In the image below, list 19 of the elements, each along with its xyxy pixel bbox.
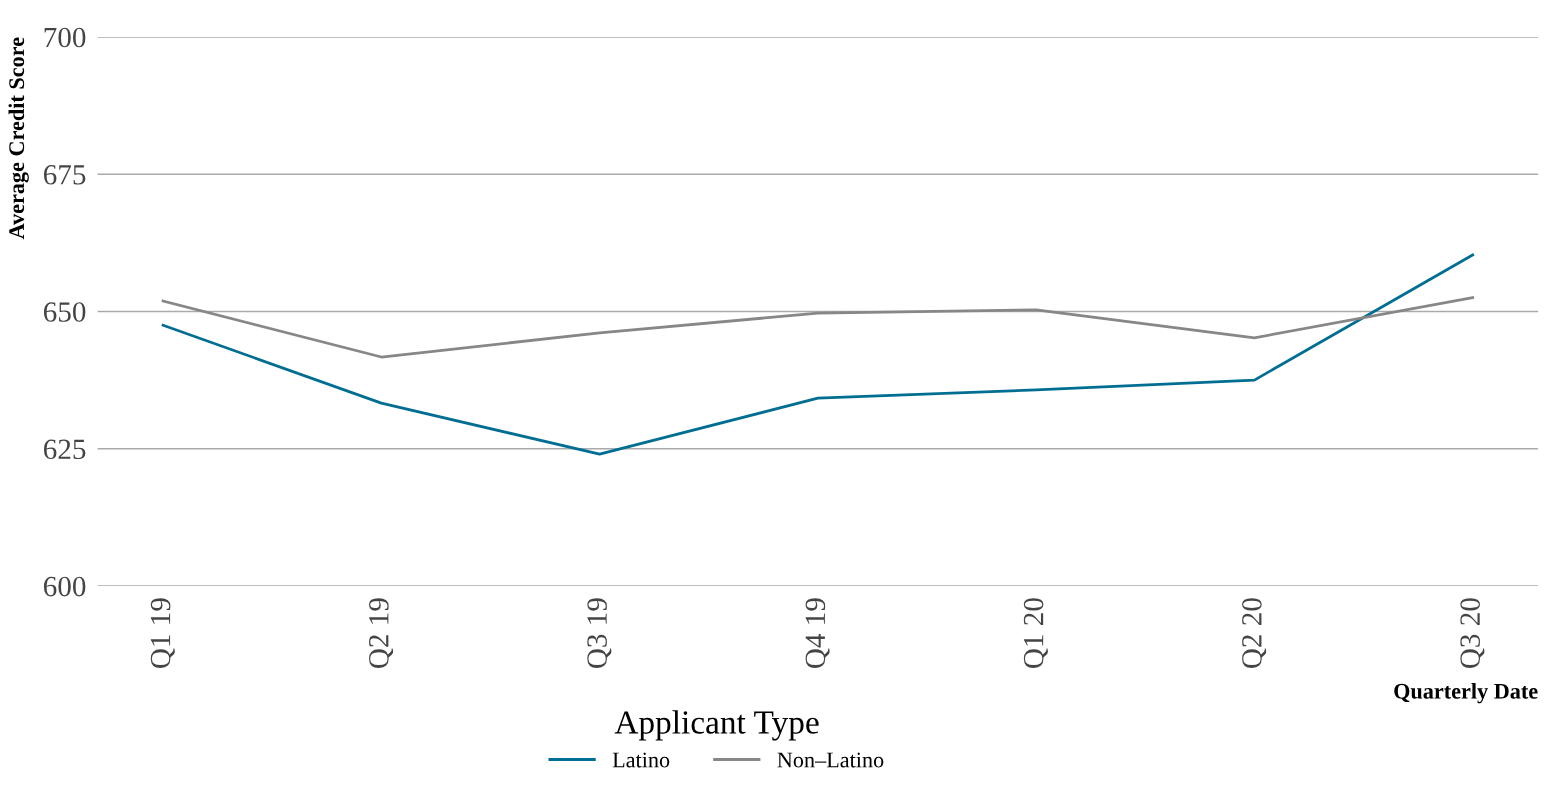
line-series bbox=[161, 253, 1475, 456]
y-tick-label: 675 bbox=[43, 165, 86, 185]
x-tick-label: Q1 19 bbox=[150, 598, 175, 668]
y-tick-label: 650 bbox=[43, 302, 86, 322]
legend-label: Non–Latino bbox=[777, 752, 884, 768]
y-axis-title: Average Credit Score bbox=[8, 37, 29, 240]
x-tick-label: Q3 20 bbox=[1460, 598, 1485, 668]
x-tick-label: Q2 20 bbox=[1242, 598, 1267, 668]
x-tick-label: Q3 19 bbox=[587, 598, 612, 668]
y-tick-label: 625 bbox=[43, 439, 86, 460]
x-tick-label: Q1 20 bbox=[1023, 598, 1048, 668]
legend-label: Latino bbox=[612, 752, 670, 768]
y-tick-label: 700 bbox=[44, 27, 86, 48]
x-tick-label: Q4 19 bbox=[805, 598, 830, 668]
x-axis-title: Quarterly Date bbox=[1394, 683, 1538, 704]
x-tick-label: Q2 19 bbox=[369, 598, 394, 668]
line-series bbox=[161, 296, 1475, 359]
y-tick-label: 600 bbox=[43, 576, 86, 597]
legend-title: Applicant Type bbox=[614, 710, 819, 741]
